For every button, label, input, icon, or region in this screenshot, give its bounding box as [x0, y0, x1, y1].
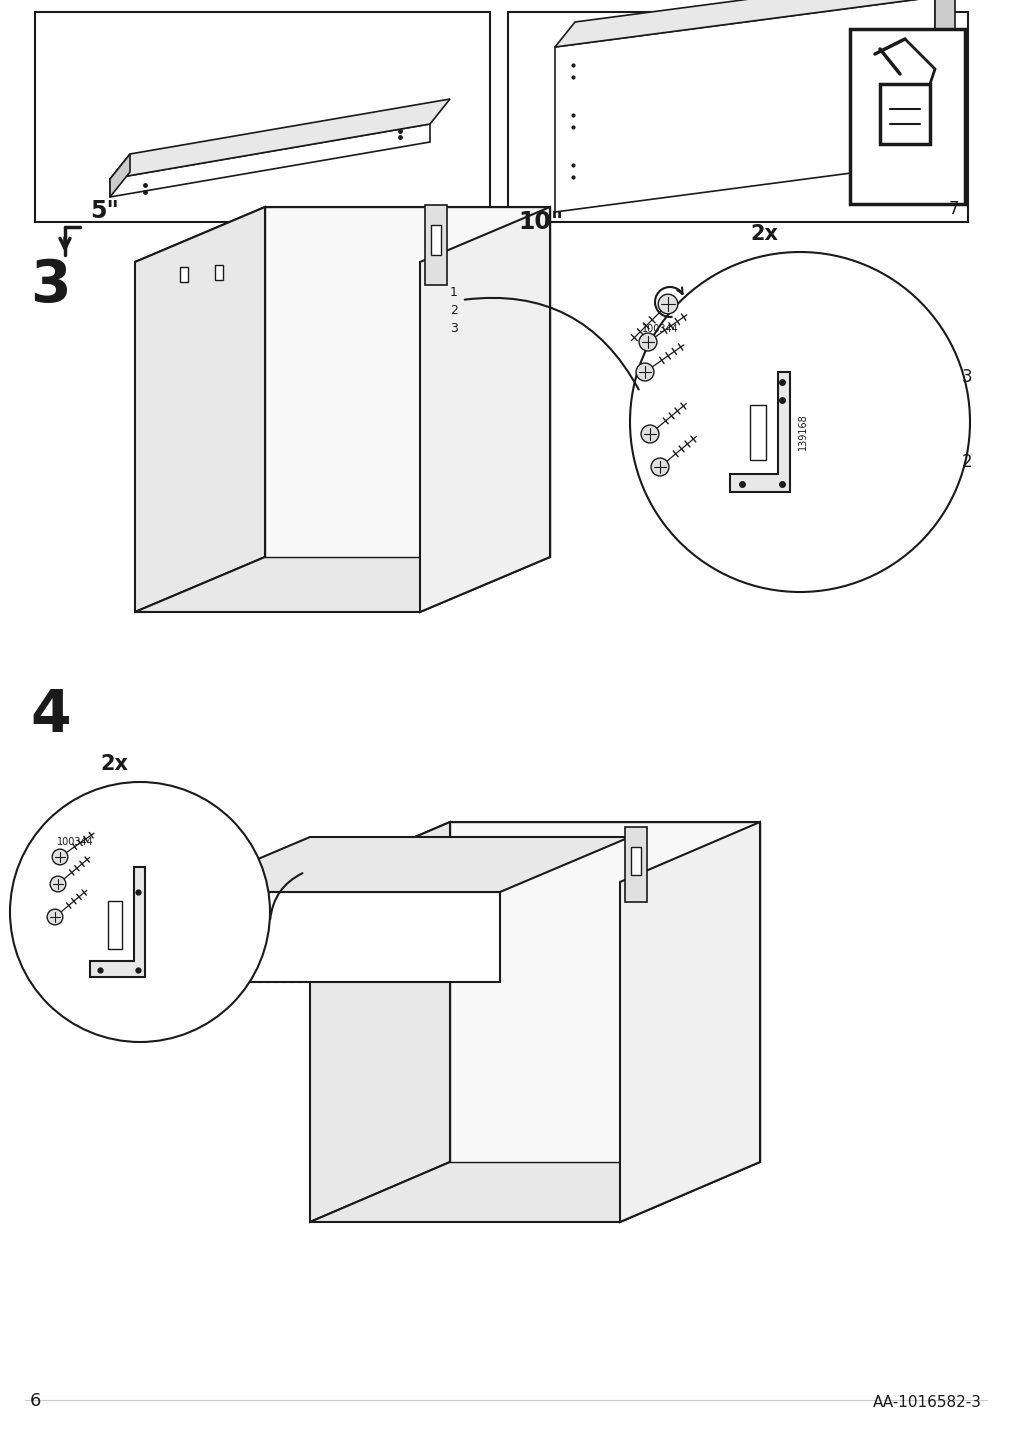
Text: 2: 2	[961, 453, 972, 471]
Polygon shape	[880, 84, 929, 145]
Polygon shape	[134, 208, 265, 611]
Text: AA-1016582-3: AA-1016582-3	[872, 1395, 981, 1411]
Polygon shape	[110, 125, 430, 198]
Circle shape	[51, 876, 66, 892]
Text: 2: 2	[450, 304, 457, 316]
Text: 2x: 2x	[100, 755, 127, 775]
Circle shape	[640, 425, 658, 442]
Polygon shape	[420, 208, 549, 611]
Text: 5": 5"	[90, 199, 118, 223]
Bar	[35, 11, 489, 222]
Bar	[180, 266, 188, 282]
Bar	[749, 405, 765, 460]
Text: 1: 1	[450, 285, 457, 298]
Polygon shape	[554, 0, 954, 47]
Polygon shape	[110, 155, 129, 198]
Circle shape	[650, 458, 668, 475]
Bar	[214, 265, 222, 281]
Polygon shape	[554, 0, 934, 212]
Circle shape	[48, 909, 63, 925]
Text: 3: 3	[961, 368, 972, 387]
Bar	[108, 901, 122, 949]
Text: 6: 6	[30, 1392, 41, 1411]
Text: 139168: 139168	[798, 414, 807, 451]
FancyArrowPatch shape	[270, 874, 302, 919]
Circle shape	[53, 849, 68, 865]
Polygon shape	[620, 822, 759, 1221]
Bar	[631, 846, 640, 875]
Circle shape	[638, 334, 656, 351]
Polygon shape	[729, 372, 790, 493]
Text: 4: 4	[30, 687, 71, 745]
FancyArrowPatch shape	[464, 298, 638, 390]
Circle shape	[10, 782, 270, 1042]
Bar	[508, 11, 968, 222]
Polygon shape	[309, 1161, 759, 1221]
Polygon shape	[265, 208, 549, 557]
Polygon shape	[180, 836, 630, 892]
Text: 10": 10"	[518, 211, 563, 233]
Circle shape	[630, 252, 969, 591]
Polygon shape	[110, 99, 450, 179]
Text: 100344: 100344	[641, 324, 677, 334]
Text: 100344: 100344	[57, 836, 93, 846]
Circle shape	[657, 294, 677, 314]
Text: 2x: 2x	[749, 223, 777, 243]
Polygon shape	[90, 866, 145, 977]
Polygon shape	[134, 557, 549, 611]
Polygon shape	[180, 892, 499, 982]
Circle shape	[635, 364, 653, 381]
Text: 7: 7	[947, 200, 958, 218]
Text: 3: 3	[450, 322, 457, 335]
Bar	[849, 29, 964, 203]
Bar	[625, 828, 646, 902]
Bar	[425, 205, 447, 285]
Bar	[431, 225, 441, 255]
Polygon shape	[309, 822, 450, 1221]
Polygon shape	[450, 822, 759, 1161]
Text: 3: 3	[30, 256, 71, 314]
Polygon shape	[934, 0, 954, 162]
